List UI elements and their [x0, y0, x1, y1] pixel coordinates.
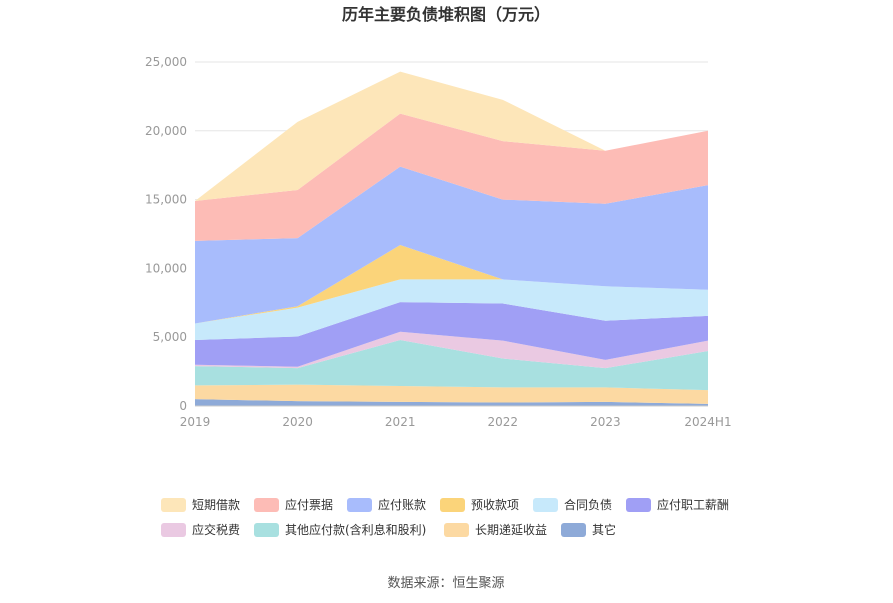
x-tick-label: 2023	[590, 415, 621, 429]
legend-item-应付票据[interactable]: 应付票据	[254, 497, 333, 512]
legend-label: 应付票据	[285, 497, 333, 512]
area-其它[interactable]	[195, 399, 708, 406]
legend-item-应付职工薪酬[interactable]: 应付职工薪酬	[626, 497, 729, 512]
legend-item-其他应付款-含利息和股利-[interactable]: 其他应付款(含利息和股利)	[254, 522, 426, 537]
area-应交税费[interactable]	[195, 331, 708, 369]
legend-label: 预收款项	[471, 498, 519, 512]
legend-label: 合同负债	[564, 497, 612, 512]
legend-swatch	[533, 498, 558, 512]
area-应付账款[interactable]	[195, 166, 708, 324]
legend-item-短期借款[interactable]: 短期借款	[161, 498, 240, 512]
legend-swatch	[626, 498, 651, 512]
area-series	[195, 71, 708, 406]
y-tick-label: 15,000	[145, 193, 187, 207]
legend-label: 长期递延收益	[475, 523, 547, 537]
legend-label: 应交税费	[192, 522, 240, 537]
y-tick-label: 0	[179, 399, 187, 413]
y-tick-label: 10,000	[145, 261, 187, 275]
legend-label: 其他应付款(含利息和股利)	[285, 522, 426, 537]
area-短期借款[interactable]	[195, 71, 708, 201]
legend-item-其它[interactable]: 其它	[561, 522, 616, 537]
legend-swatch	[254, 498, 279, 512]
legend-swatch	[440, 498, 465, 512]
legend-item-合同负债[interactable]: 合同负债	[533, 497, 612, 512]
legend-item-预收款项[interactable]: 预收款项	[440, 498, 519, 512]
legend-label: 短期借款	[192, 498, 240, 512]
y-tick-label: 20,000	[145, 124, 187, 138]
area-应付票据[interactable]	[195, 113, 708, 241]
legend-swatch	[444, 523, 469, 537]
x-tick-label: 2020	[282, 415, 313, 429]
data-source: 数据来源：恒生聚源	[387, 576, 504, 591]
legend-swatch	[561, 523, 586, 537]
x-tick-label: 2022	[488, 415, 519, 429]
legend-item-应交税费[interactable]: 应交税费	[161, 522, 240, 537]
area-应付职工薪酬[interactable]	[195, 302, 708, 367]
axes: 0 5,000 10,000 15,000 20,000 25,000 2019 2020 20…	[145, 55, 732, 429]
x-tick-label: 2024H1	[684, 415, 731, 429]
y-tick-label: 25,000	[145, 55, 187, 69]
area-长期递延收益[interactable]	[195, 384, 708, 404]
area-其他应付款-含利息和股利-[interactable]	[195, 339, 708, 391]
x-tick-label: 2021	[385, 415, 416, 429]
legend-label: 应付职工薪酬	[657, 497, 729, 512]
x-tick-label: 2019	[180, 415, 211, 429]
legend-swatch	[161, 523, 186, 537]
legend-item-长期递延收益[interactable]: 长期递延收益	[444, 523, 547, 537]
legend-item-应付账款[interactable]: 应付账款	[347, 497, 426, 512]
legend-swatch	[161, 498, 186, 512]
y-tick-label: 5,000	[153, 330, 187, 344]
legend-label: 应付账款	[378, 497, 426, 512]
area-合同负债[interactable]	[195, 279, 708, 340]
legend-swatch	[254, 523, 279, 537]
legend-label: 其它	[592, 522, 616, 537]
chart-title: 历年主要负债堆积图（万元）	[342, 5, 550, 24]
legend-swatch	[347, 498, 372, 512]
